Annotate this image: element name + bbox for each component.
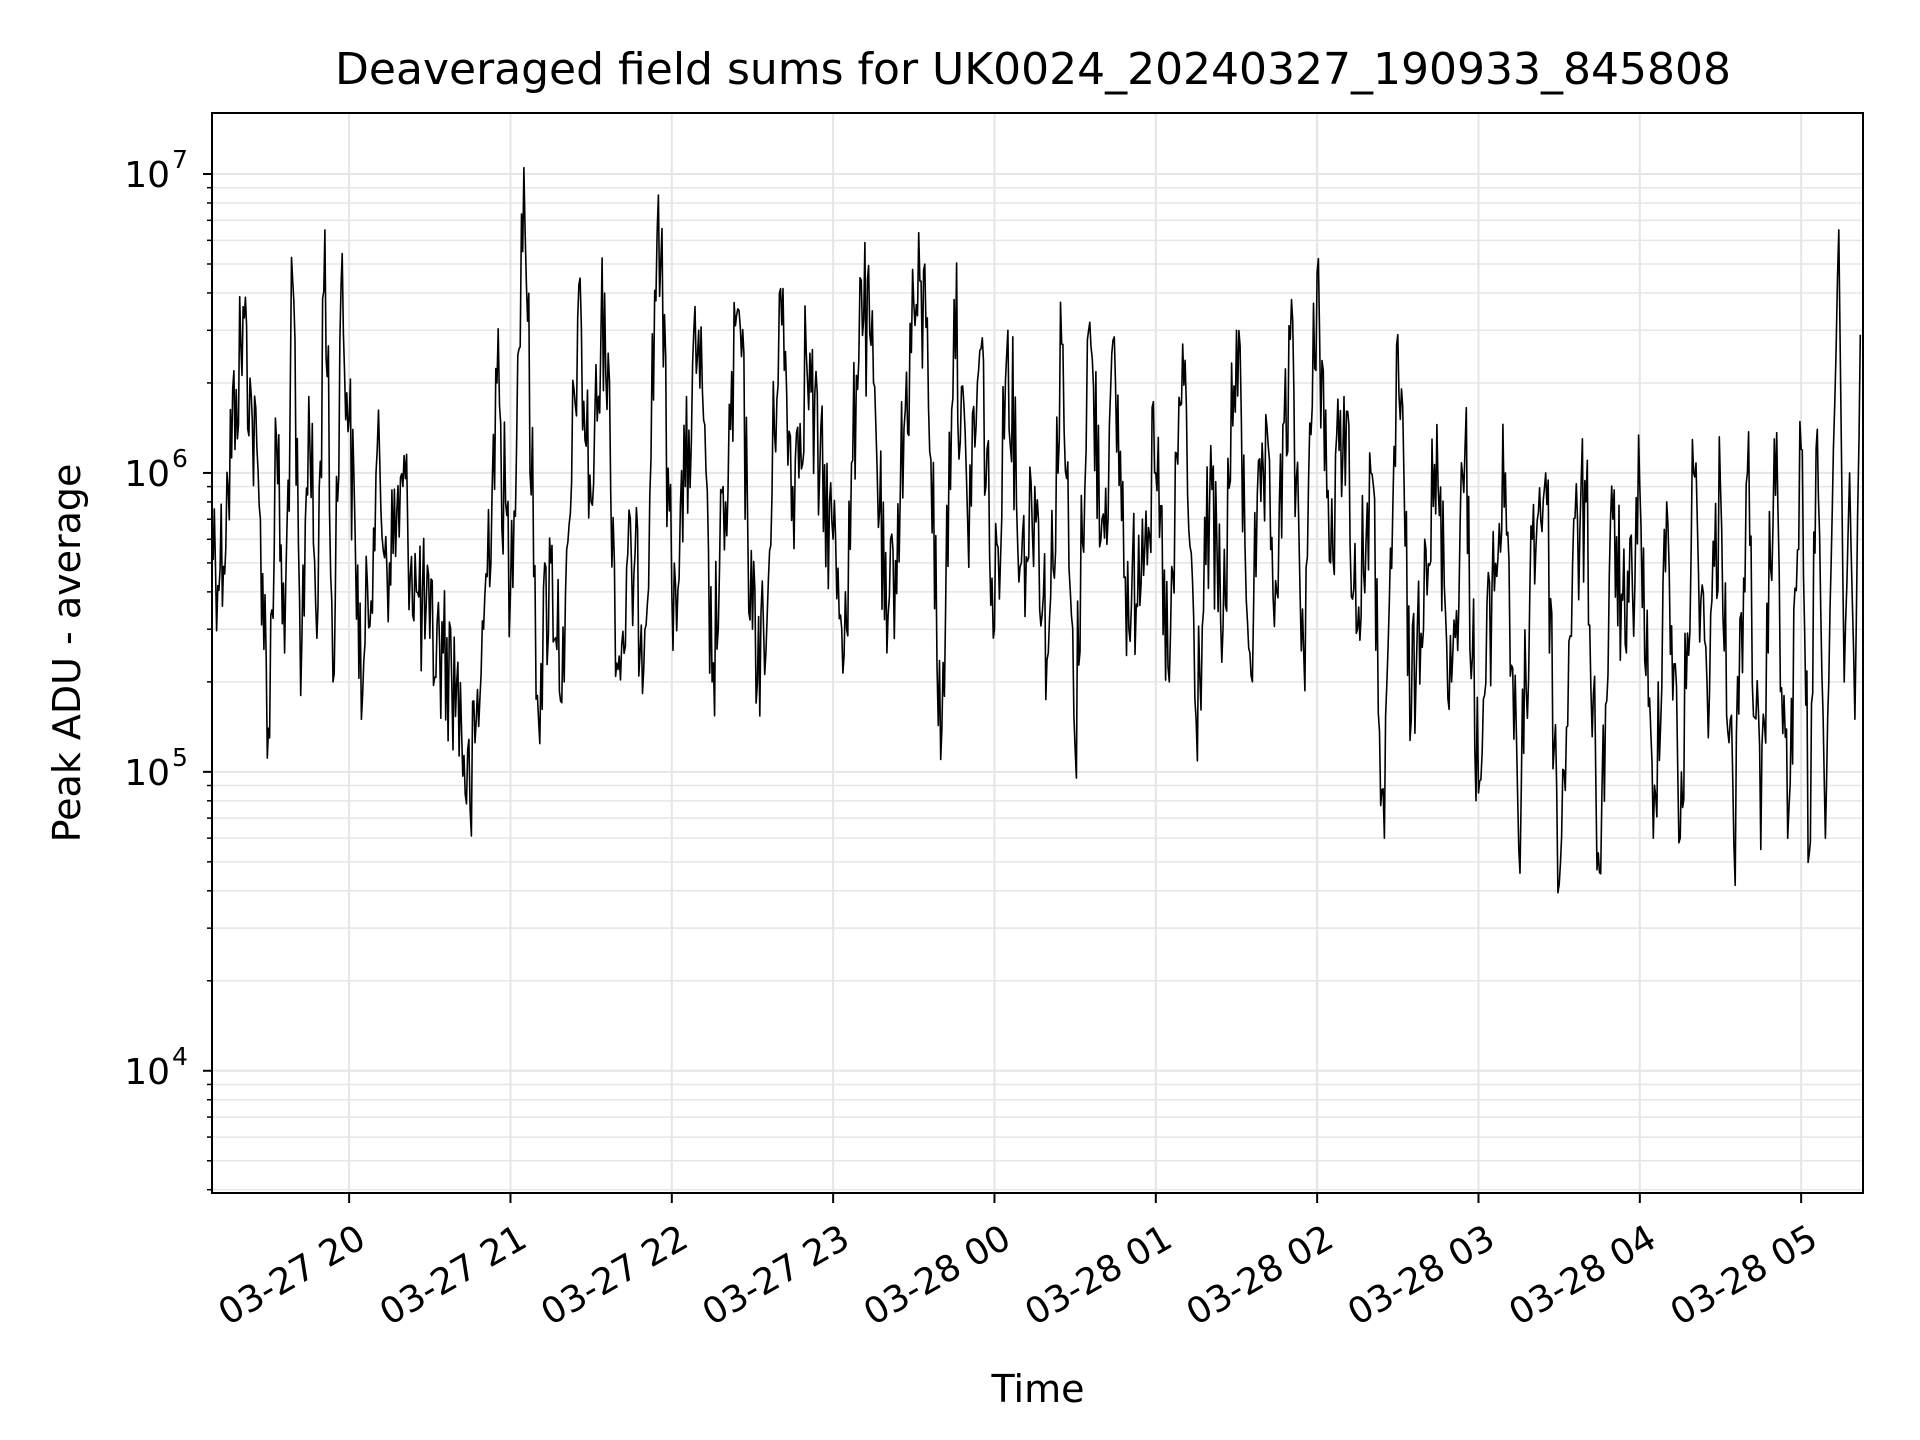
y-tick-label-exponent: 4 (172, 1042, 188, 1071)
chart-title: Deaveraged field sums for UK0024_2024032… (335, 44, 1731, 95)
y-tick-label: 10 (124, 155, 170, 196)
y-tick-label-exponent: 7 (172, 145, 188, 174)
y-tick-label: 10 (124, 1052, 170, 1093)
series-line (212, 166, 1862, 894)
y-tick-label-exponent: 6 (172, 444, 188, 473)
y-axis-label: Peak ADU - average (45, 464, 89, 843)
y-tick-label: 10 (124, 454, 170, 495)
plot-area-frame (211, 112, 1864, 1194)
y-tick-label-exponent: 5 (172, 743, 188, 772)
x-axis-label: Time (991, 1367, 1085, 1411)
y-tick-label: 10 (124, 753, 170, 794)
